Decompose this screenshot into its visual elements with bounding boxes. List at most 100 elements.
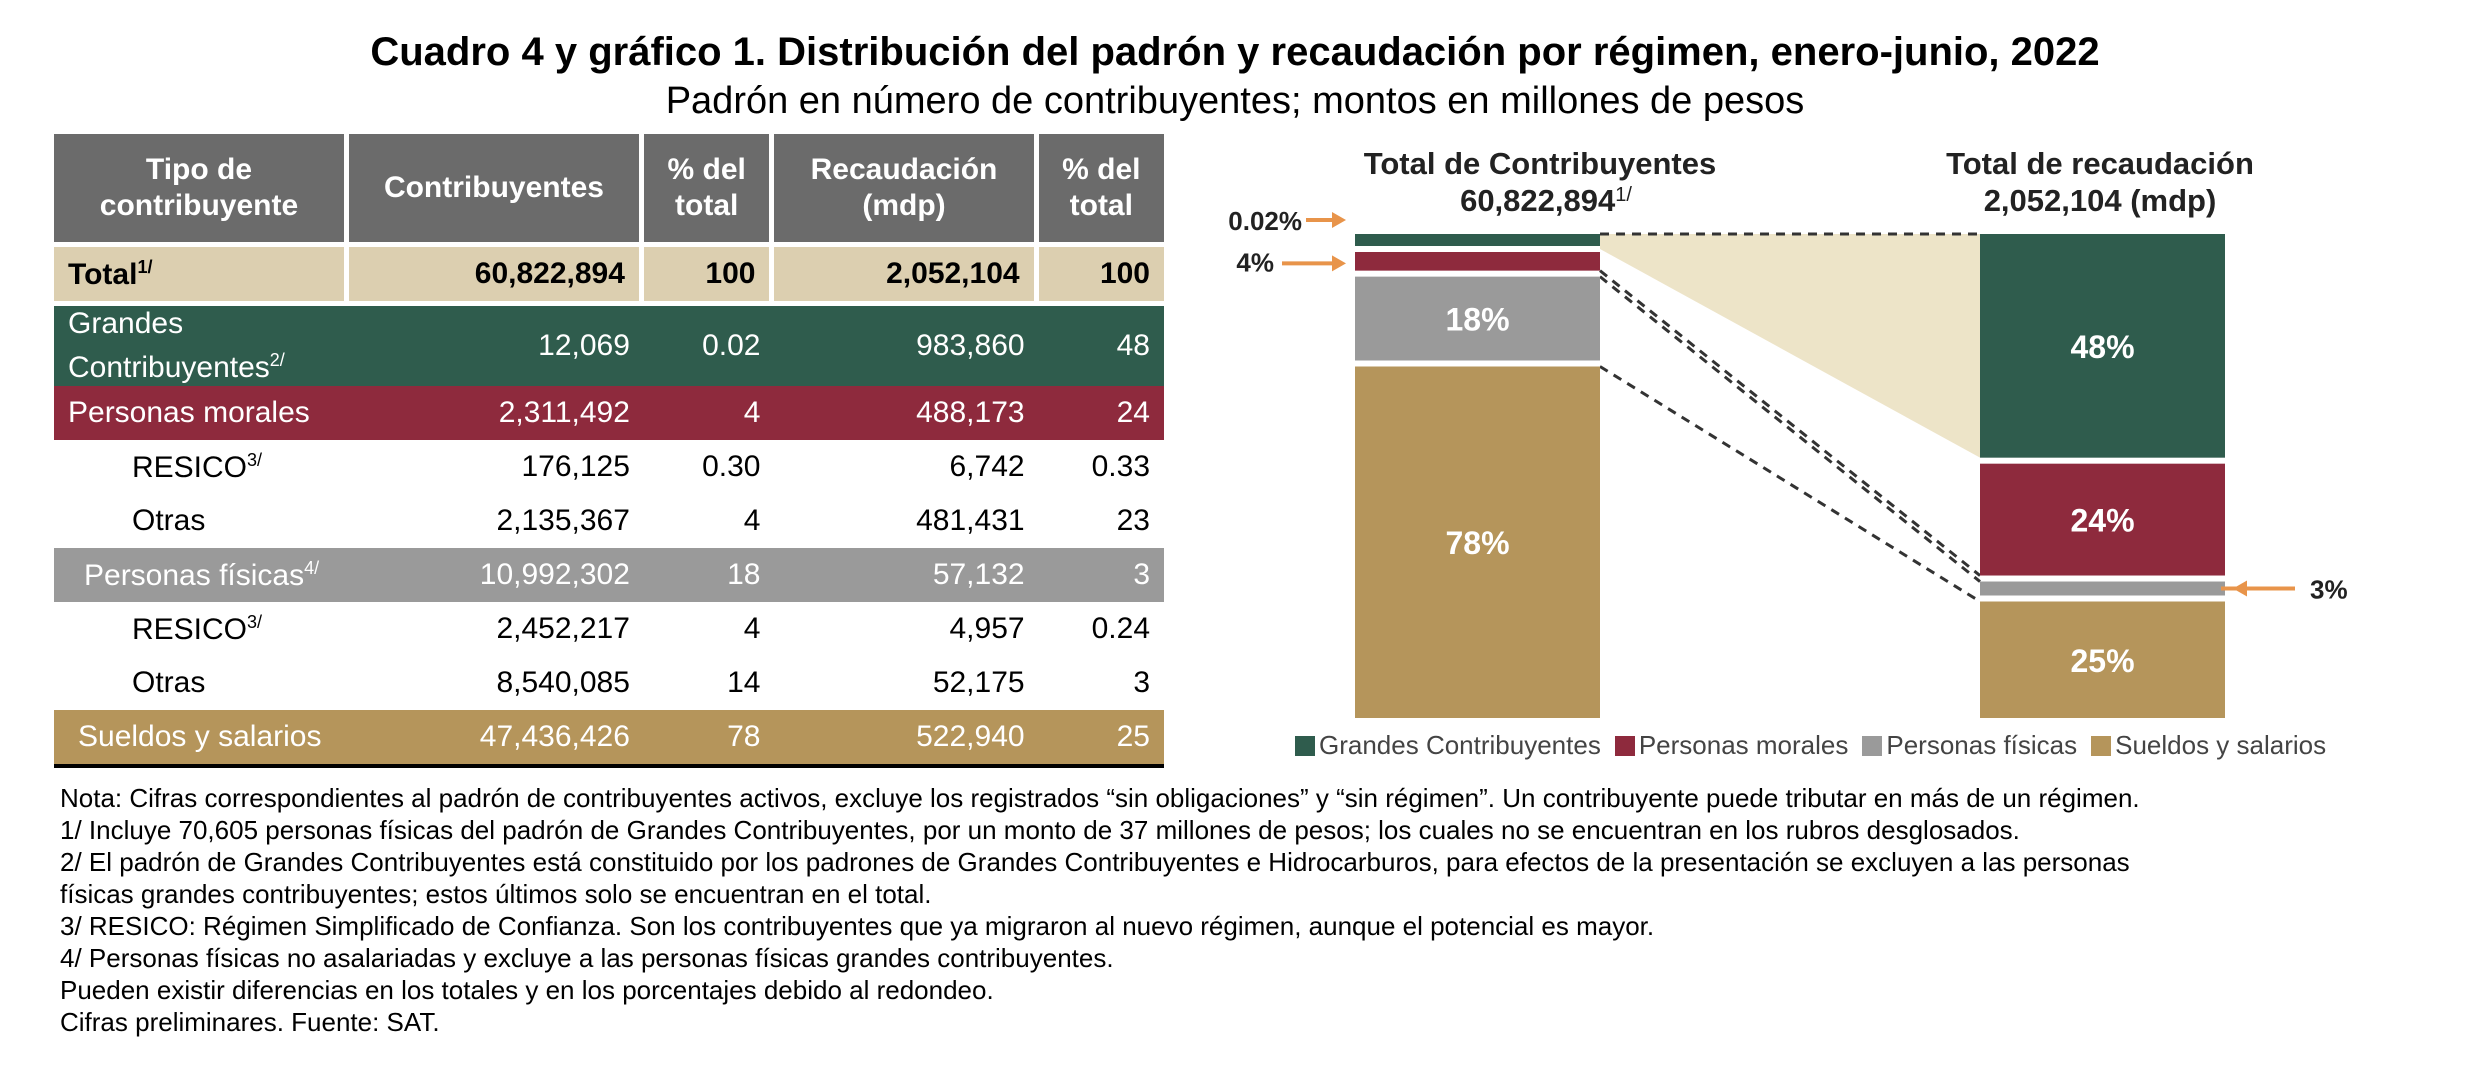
cell-recaudacion: 2,052,104 xyxy=(774,242,1039,306)
cell-pct-rec: 48 xyxy=(1038,306,1164,386)
callout-arrow-grandes-contrib-head xyxy=(1332,212,1346,228)
cell-pct-contrib: 0.30 xyxy=(702,450,761,483)
row-label-text: Grandes xyxy=(68,307,184,340)
row-label: Sueldos y salarios xyxy=(54,710,349,768)
header-pct-contrib-line2: total xyxy=(675,189,739,222)
footnote-ref: 4/ xyxy=(304,557,320,578)
table-row-personas-fisicas: Personas físicas4/ 10,992,302 18 57,132 … xyxy=(54,548,1164,602)
bar-1-segment-personas-morales xyxy=(1355,252,1600,271)
bar-1-segment-grandes-contribuyentes xyxy=(1355,234,1600,246)
cell-recaudacion: 522,940 xyxy=(774,710,1039,768)
chart-title: Cuadro 4 y gráfico 1. Distribución del p… xyxy=(370,30,2100,74)
connector-layer xyxy=(1599,232,1981,603)
callout-label-morales-contrib: 4% xyxy=(1236,247,1274,277)
legend-label: Personas físicas xyxy=(1886,730,2078,760)
bar-2-title: Total de recaudación xyxy=(1946,146,2254,181)
bar-2-total: 2,052,104 (mdp) xyxy=(1984,183,2217,218)
cell-pct-contrib: 78 xyxy=(643,710,775,768)
cell-contribuyentes: 12,069 xyxy=(348,306,644,386)
stacked-bar-chart: Total de Contribuyentes 60,822,8941/ Tot… xyxy=(1228,146,2348,718)
cell-recaudacion: 481,431 xyxy=(916,504,1025,537)
cell-pct-contrib: 18 xyxy=(643,548,775,602)
cell-pct-rec: 24 xyxy=(1038,386,1164,440)
header-pct-contrib-line1: % del xyxy=(667,153,746,186)
row-label-text: Personas físicas xyxy=(84,558,305,592)
table-row-personas-morales: Personas morales 2,311,492 4 488,173 24 xyxy=(54,386,1164,440)
cell-pct-contrib: 100 xyxy=(643,242,775,306)
cell-contribuyentes: 176,125 xyxy=(521,450,630,483)
footnote-ref: 3/ xyxy=(247,449,263,470)
header-pct-rec-line1: % del xyxy=(1062,153,1141,186)
note-line: Nota: Cifras correspondientes al padrón … xyxy=(60,783,2140,813)
legend-swatch xyxy=(1614,735,1635,756)
table-row-pm-otras: Otras 2,135,367 4 481,431 23 xyxy=(54,494,1164,548)
cell-contribuyentes: 60,822,894 xyxy=(348,242,644,306)
legend-item-sueldos: Sueldos y salarios xyxy=(2091,730,2326,761)
bar-1-segment-label: 78% xyxy=(1445,525,1509,561)
cell-contribuyentes: 8,540,085 xyxy=(496,666,630,699)
header-tipo: Tipo de contribuyente xyxy=(54,134,349,242)
note-line: físicas grandes contribuyentes; estos úl… xyxy=(60,879,932,909)
table-header-row: Tipo de contribuyente Contribuyentes % d… xyxy=(54,134,1164,242)
connector-line xyxy=(1599,275,1981,583)
legend-label: Sueldos y salarios xyxy=(2115,730,2327,760)
connector-band-grandes xyxy=(1600,234,1980,458)
callout-arrow-grandes-contrib xyxy=(1306,212,1346,228)
bar-2-segment-personas-morales xyxy=(1980,463,2225,576)
footnotes: Nota: Cifras correspondientes al padrón … xyxy=(60,782,2460,1038)
cell-pct-contrib: 4 xyxy=(743,612,761,645)
connector-line xyxy=(1599,365,1981,603)
table-row-pm-resico: RESICO3/ 176,125 0.30 6,742 0.33 xyxy=(54,440,1164,494)
legend-item-fisicas: Personas físicas xyxy=(1862,730,2077,761)
bar-2-segment-personas-f-sicas xyxy=(1980,581,2225,596)
header-pct-rec-line2: total xyxy=(1069,189,1133,222)
cell-recaudacion: 4,957 xyxy=(949,612,1025,645)
row-label: Grandes Contribuyentes2/ xyxy=(54,306,349,386)
row-label-text-2: Contribuyentes xyxy=(68,351,270,384)
segment-labels-layer: 18% 78% 48% 24% 25% xyxy=(1445,302,2134,679)
note-line: 1/ Incluye 70,605 personas físicas del p… xyxy=(60,815,2020,845)
bar-2-segment-label: 48% xyxy=(2070,329,2134,365)
row-label: RESICO3/ xyxy=(54,440,349,494)
header-pct-contrib: % del total xyxy=(643,134,775,242)
table-row-pf-resico: RESICO3/ 2,452,217 4 4,957 0.24 xyxy=(54,602,1164,656)
table-row-sueldos-salarios: Sueldos y salarios 47,436,426 78 522,940… xyxy=(54,710,1164,768)
row-label-text: RESICO xyxy=(132,450,248,484)
callout-arrow-fisicas-rec-head xyxy=(2233,580,2247,597)
bar-1-total: 60,822,8941/ xyxy=(1460,183,1632,218)
callout-label-fisicas-rec: 3% xyxy=(2310,575,2348,605)
cell-contribuyentes: 2,311,492 xyxy=(348,386,644,440)
note-line: 2/ El padrón de Grandes Contribuyentes e… xyxy=(60,847,2130,877)
header-recaudacion-line1: Recaudación xyxy=(810,153,998,186)
bar-1-total-value: 60,822,894 xyxy=(1460,183,1616,218)
bar-2-segment-sueldos-y-salarios xyxy=(1980,601,2225,718)
chart-subtitle: Padrón en número de contribuyentes; mont… xyxy=(665,80,1805,122)
row-label: Total1/ xyxy=(54,242,349,306)
header-tipo-line1: Tipo de xyxy=(145,153,253,186)
legend-item-morales: Personas morales xyxy=(1614,730,1848,761)
table-row-total: Total1/ 60,822,894 100 2,052,104 100 xyxy=(54,242,1164,306)
bar-2-segment-label: 25% xyxy=(2070,643,2134,679)
cell-pct-rec: 3 xyxy=(1133,666,1150,699)
callouts-layer: 0.02% 4% 3% xyxy=(1228,206,2347,605)
cell-pct-contrib: 14 xyxy=(727,666,761,699)
row-label-text: Total xyxy=(68,257,138,291)
table-row-grandes-contribuyentes: Grandes Contribuyentes2/ 12,069 0.02 983,… xyxy=(54,306,1164,386)
cell-contribuyentes: 10,992,302 xyxy=(348,548,644,602)
legend-label: Grandes Contribuyentes xyxy=(1319,730,1601,760)
cell-recaudacion: 983,860 xyxy=(774,306,1039,386)
header-pct-rec: % del total xyxy=(1038,134,1164,242)
row-label: Personas físicas4/ xyxy=(54,548,349,602)
cell-contribuyentes: 2,452,217 xyxy=(496,612,630,645)
callout-arrow-fisicas-rec xyxy=(2221,580,2295,597)
legend-item-grandes: Grandes Contribuyentes xyxy=(1295,730,1601,761)
legend-swatch xyxy=(1862,735,1883,756)
note-line: Pueden existir diferencias en los totale… xyxy=(60,975,994,1005)
note-line: 4/ Personas físicas no asalariadas y exc… xyxy=(60,943,1114,973)
cell-pct-rec: 0.33 xyxy=(1091,450,1150,483)
cell-pct-rec: 0.24 xyxy=(1091,612,1150,645)
header-contribuyentes: Contribuyentes xyxy=(348,134,644,242)
row-label: Otras xyxy=(132,504,206,537)
cell-contribuyentes: 47,436,426 xyxy=(348,710,644,768)
table-row-pf-otras: Otras 8,540,085 14 52,175 3 xyxy=(54,656,1164,710)
